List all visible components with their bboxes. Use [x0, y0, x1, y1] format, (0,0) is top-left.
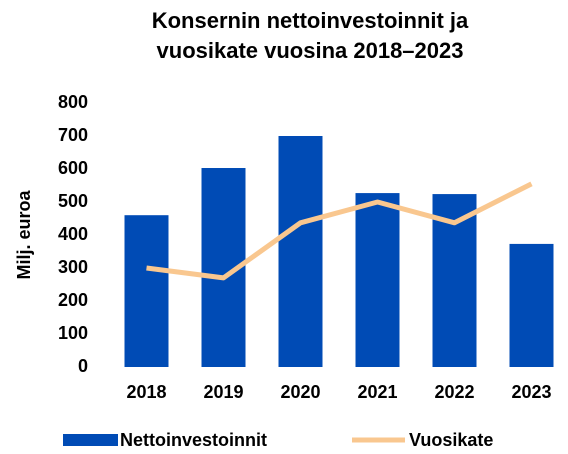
- x-tick-label: 2019: [203, 382, 243, 402]
- y-tick-label: 400: [58, 224, 88, 244]
- y-tick-label: 800: [58, 92, 88, 112]
- y-tick-label: 0: [78, 356, 88, 376]
- chart-title: Konsernin nettoinvestoinnit ja: [152, 8, 469, 33]
- bar: [124, 215, 169, 367]
- y-axis-label: Milj. euroa: [14, 190, 34, 280]
- x-tick-label: 2023: [511, 382, 551, 402]
- legend-label: Vuosikate: [409, 430, 493, 450]
- y-tick-label: 500: [58, 191, 88, 211]
- x-tick-label: 2020: [280, 382, 320, 402]
- bar: [355, 193, 400, 367]
- legend-swatch: [63, 434, 118, 446]
- y-tick-label: 300: [58, 257, 88, 277]
- y-tick-label: 700: [58, 125, 88, 145]
- x-tick-label: 2018: [126, 382, 166, 402]
- chart-title: vuosikate vuosina 2018–2023: [157, 38, 464, 63]
- y-tick-label: 200: [58, 290, 88, 310]
- x-tick-label: 2021: [357, 382, 397, 402]
- y-tick-label: 600: [58, 158, 88, 178]
- x-tick-label: 2022: [434, 382, 474, 402]
- bar: [278, 136, 323, 367]
- legend-label: Nettoinvestoinnit: [120, 430, 267, 450]
- bar: [509, 243, 554, 367]
- line: [146, 181, 533, 281]
- y-tick-label: 100: [58, 323, 88, 343]
